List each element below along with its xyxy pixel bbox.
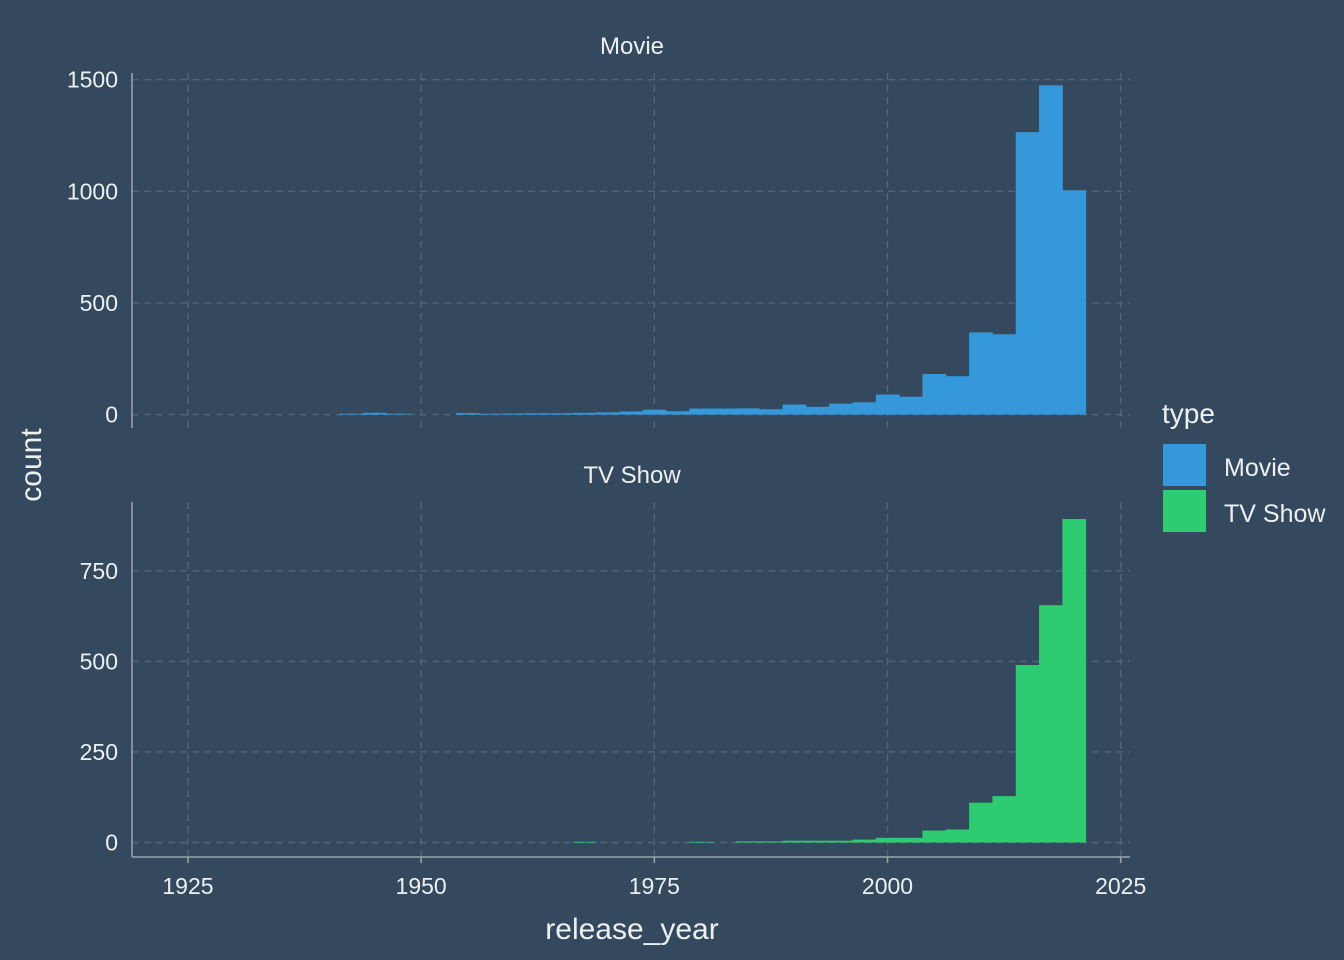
histogram-bar-movie xyxy=(782,404,807,415)
y-tick-label: 500 xyxy=(80,648,118,674)
x-axis-title: release_year xyxy=(545,913,718,946)
x-tick-label: 1925 xyxy=(162,873,213,899)
histogram-bar-tv-show xyxy=(689,841,714,843)
histogram-bar-tv-show xyxy=(969,802,993,843)
histogram-bar-tv-show xyxy=(1015,665,1040,843)
histogram-bar-movie xyxy=(362,412,387,415)
y-tick-label: 0 xyxy=(105,830,118,856)
y-axis-title: count xyxy=(15,428,48,502)
y-tick-label: 750 xyxy=(80,558,118,584)
histogram-bar-tv-show xyxy=(852,839,877,843)
legend-label-tv-show: TV Show xyxy=(1224,500,1326,528)
histogram-bar-tv-show xyxy=(759,841,783,843)
histogram-bar-movie xyxy=(969,332,993,415)
histogram-bar-movie xyxy=(829,403,853,415)
facet-strip-label-tv-show: TV Show xyxy=(583,462,681,489)
x-tick-label: 1950 xyxy=(396,873,447,899)
facet-panel-tv-show: TV Show 0 250 500 750 xyxy=(80,462,1130,857)
histogram-bar-movie xyxy=(759,409,783,415)
histogram-bar-tv-show xyxy=(945,829,970,843)
x-axis: 1925 1950 1975 2000 2025 xyxy=(132,856,1146,899)
x-tick-label: 2025 xyxy=(1095,873,1146,899)
legend-label-movie: Movie xyxy=(1224,454,1291,482)
histogram-bar-movie xyxy=(619,411,644,415)
facet-panel-movie: Movie 0 500 1000 1500 xyxy=(67,33,1130,428)
histogram-bar-movie xyxy=(549,413,574,415)
histogram-bar-movie xyxy=(642,409,667,415)
histogram-bar-movie xyxy=(1015,132,1040,415)
y-tick-label: 250 xyxy=(80,739,118,765)
histogram-bar-tv-show xyxy=(875,837,900,843)
histogram-bar-tv-show xyxy=(805,840,830,843)
x-tick-label: 2000 xyxy=(862,873,913,899)
histogram-bar-tv-show xyxy=(735,841,760,843)
histogram-bar-movie xyxy=(456,413,480,415)
y-tick-label: 1000 xyxy=(67,178,118,204)
legend-key-tv-show xyxy=(1163,490,1206,532)
histogram-bar-movie xyxy=(1039,85,1063,415)
histogram-bar-movie xyxy=(922,373,947,415)
histogram-bar-movie xyxy=(945,376,970,415)
histogram-bar-tv-show xyxy=(1062,519,1087,843)
legend: type Movie TV Show xyxy=(1162,398,1326,532)
histogram-bar-movie xyxy=(992,334,1017,415)
y-tick-label: 500 xyxy=(80,290,118,316)
histogram-bar-movie xyxy=(689,408,714,415)
histogram-bar-tv-show xyxy=(992,796,1017,843)
histogram-bar-movie xyxy=(572,412,597,415)
histogram-bar-movie xyxy=(386,413,410,415)
y-tick-label: 1500 xyxy=(67,67,118,93)
histogram-bar-movie xyxy=(805,406,830,415)
histogram-bar-tv-show xyxy=(1039,605,1063,843)
facet-strip-label-movie: Movie xyxy=(600,33,664,60)
legend-title: type xyxy=(1162,398,1215,429)
histogram-bar-movie xyxy=(852,402,877,415)
histogram-bar-movie xyxy=(526,413,550,415)
histogram-bar-movie xyxy=(665,411,690,415)
histogram-bar-tv-show xyxy=(572,841,597,843)
histogram-bar-movie xyxy=(1062,190,1087,415)
histogram-bar-movie xyxy=(479,413,504,415)
legend-key-movie xyxy=(1163,444,1206,486)
histogram-bar-movie xyxy=(596,412,620,415)
histogram-bar-tv-show xyxy=(899,837,923,843)
y-tick-label: 0 xyxy=(105,402,118,428)
histogram-bar-movie xyxy=(502,413,527,415)
histogram-bar-movie xyxy=(875,394,900,415)
x-tick-label: 1975 xyxy=(629,873,680,899)
histogram-bar-movie xyxy=(735,408,760,415)
histogram-bar-tv-show xyxy=(782,840,807,843)
histogram-bar-movie xyxy=(712,408,737,415)
histogram-bar-movie xyxy=(899,396,923,415)
histogram-bar-tv-show xyxy=(829,840,853,843)
histogram-bar-movie xyxy=(339,413,364,415)
histogram-bar-tv-show xyxy=(922,830,947,843)
